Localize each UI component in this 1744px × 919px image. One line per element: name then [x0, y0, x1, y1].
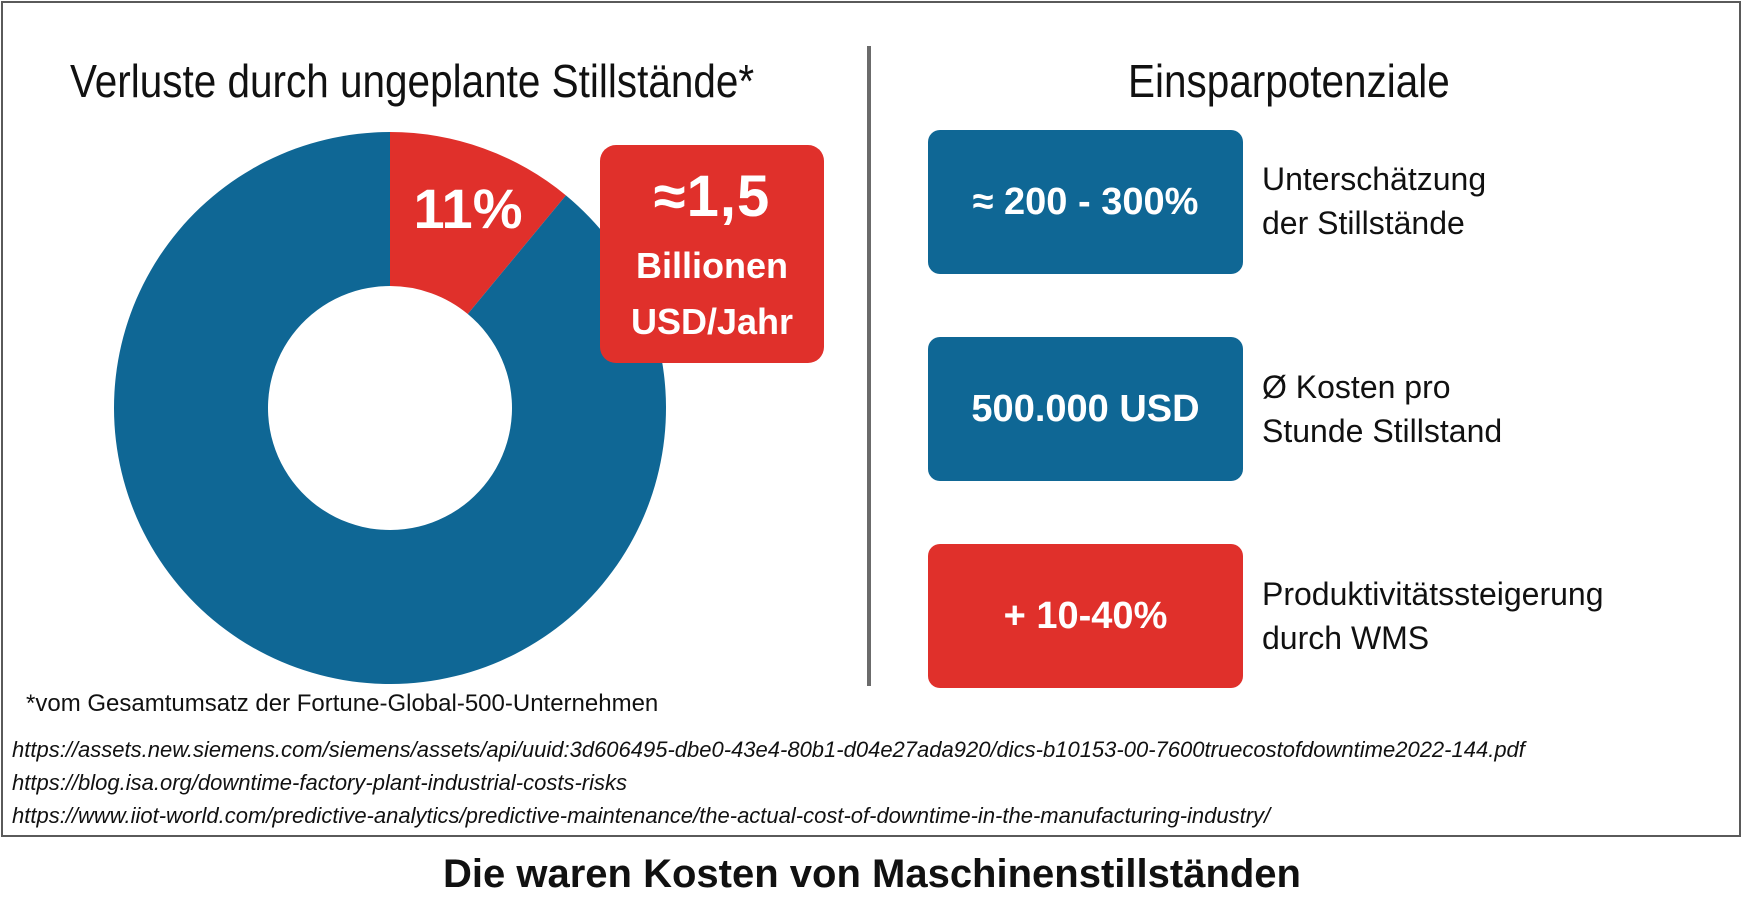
stat-desc-hourly-cost: Ø Kosten pro Stunde Stillstand	[1262, 365, 1502, 453]
slice-label-losses: 11%	[414, 177, 523, 240]
stat-box-hourly-cost: 500.000 USD	[928, 337, 1243, 481]
stat-desc-line: der Stillstände	[1262, 205, 1465, 241]
callout-unit-line1: Billionen	[636, 245, 788, 286]
donut-slice-losses	[390, 132, 566, 314]
stat-desc-line: Unterschätzung	[1262, 161, 1487, 197]
left-section-title: Verluste durch ungeplante Stillstände*	[70, 55, 755, 107]
source-link[interactable]: https://blog.isa.org/downtime-factory-pl…	[12, 770, 628, 795]
caption: Die waren Kosten von Maschinenstillständ…	[443, 852, 1301, 896]
stat-desc-line: durch WMS	[1262, 620, 1430, 656]
callout-unit-line2: USD/Jahr	[630, 301, 794, 342]
source-link[interactable]: https://www.iiot-world.com/predictive-an…	[12, 803, 1271, 828]
stat-box-productivity: + 10-40%	[928, 544, 1243, 688]
source-link[interactable]: https://assets.new.siemens.com/siemens/a…	[12, 737, 1525, 762]
stat-desc-productivity: Produktivitätssteigerung durch WMS	[1262, 572, 1604, 660]
callout-value: ≈1,5	[653, 164, 771, 229]
stat-desc-line: Stunde Stillstand	[1262, 413, 1503, 449]
stat-desc-line: Ø Kosten pro	[1262, 369, 1451, 405]
section-divider	[867, 46, 871, 686]
stat-desc-underestimation: Unterschätzung der Stillstände	[1262, 157, 1486, 245]
right-section-title: Einsparpotenziale	[1128, 55, 1450, 107]
donut-slice-remainder	[113, 132, 667, 684]
donut-chart: 11%	[113, 132, 667, 684]
stat-box-underestimation: ≈ 200 - 300%	[928, 130, 1243, 274]
annual-loss-callout: ≈1,5 Billionen USD/Jahr	[600, 145, 824, 363]
footnote: *vom Gesamtumsatz der Fortune-Global-500…	[26, 690, 659, 717]
stat-desc-line: Produktivitätssteigerung	[1262, 576, 1604, 612]
infographic-frame	[1, 1, 1741, 837]
